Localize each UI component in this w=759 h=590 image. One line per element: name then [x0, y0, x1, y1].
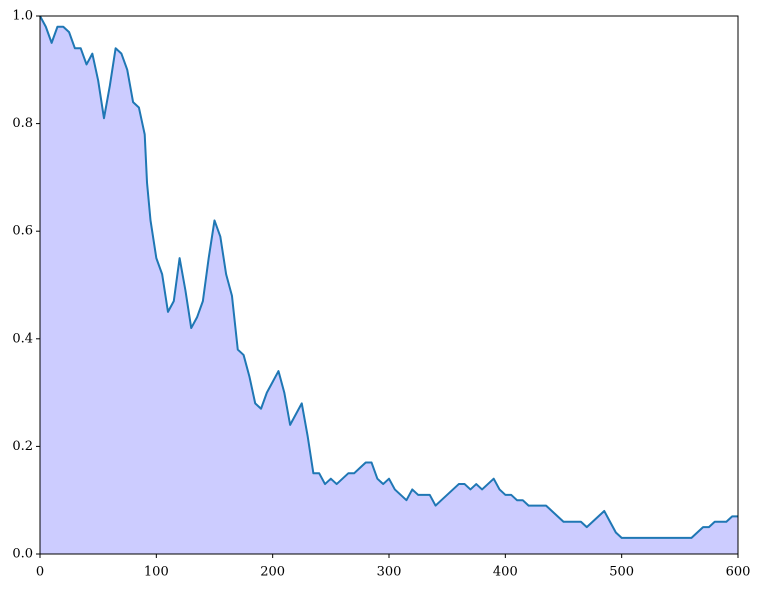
area-fill — [40, 16, 738, 554]
y-tick-label: 0.8 — [12, 116, 33, 131]
y-tick-label: 0.2 — [12, 439, 33, 454]
y-tick-label: 0.6 — [12, 224, 33, 239]
x-tick-label: 100 — [144, 565, 169, 580]
y-tick-label: 1.0 — [12, 9, 33, 24]
x-tick-label: 600 — [726, 565, 751, 580]
x-tick-label: 300 — [377, 565, 402, 580]
x-tick-label: 400 — [493, 565, 518, 580]
x-tick-label: 0 — [36, 565, 44, 580]
y-tick-label: 0.0 — [12, 547, 33, 562]
data-line — [39, 15, 738, 539]
y-tick-label: 0.4 — [12, 331, 33, 346]
x-tick-label: 500 — [609, 565, 634, 580]
x-tick-label: 200 — [260, 565, 285, 580]
